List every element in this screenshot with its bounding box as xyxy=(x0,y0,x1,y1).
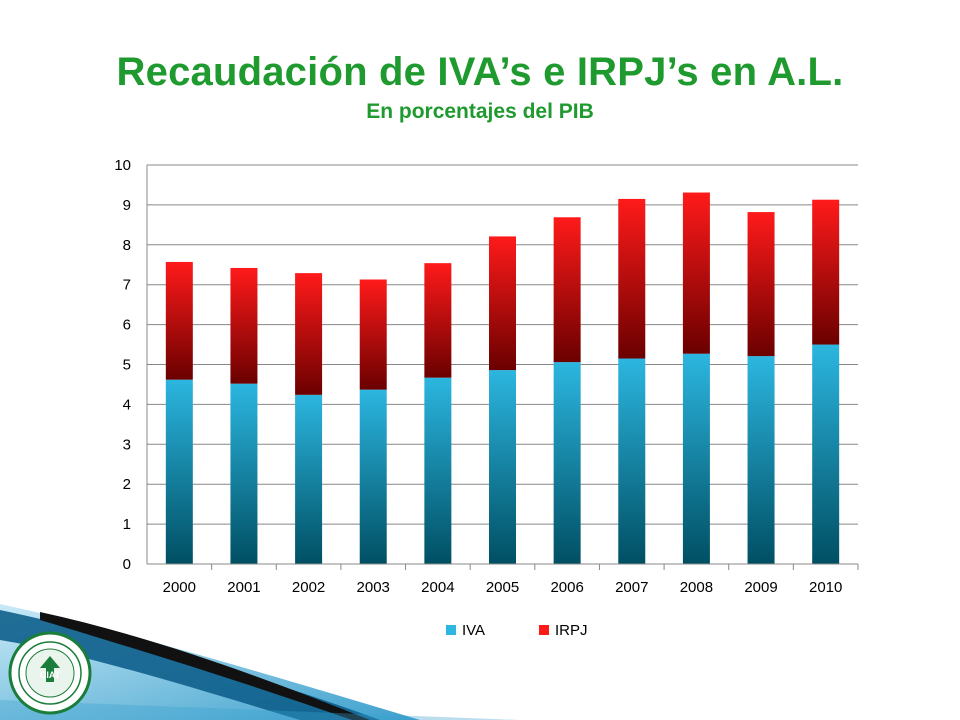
legend-label-irpj: IRPJ xyxy=(555,622,588,639)
x-tick-label-2008: 2008 xyxy=(680,579,713,596)
bar-irpj-2008 xyxy=(682,192,710,354)
chart-subtitle: En porcentajes del PIB xyxy=(366,100,594,123)
bar-irpj-2004 xyxy=(424,263,452,378)
bar-irpj-2010 xyxy=(812,199,840,345)
y-tick-label-5: 5 xyxy=(123,357,131,374)
bar-irpj-2006 xyxy=(553,217,581,363)
y-tick-label-1: 1 xyxy=(123,516,131,533)
y-tick-label-10: 10 xyxy=(114,157,131,174)
title-block: Recaudación de IVA’s e IRPJ’s en A.L. En… xyxy=(0,48,960,126)
x-tick-label-2003: 2003 xyxy=(357,579,390,596)
bar-irpj-2005 xyxy=(489,236,516,371)
x-tick-label-2000: 2000 xyxy=(163,579,196,596)
y-tick-label-6: 6 xyxy=(123,317,131,334)
x-tick-label-2009: 2009 xyxy=(744,579,777,596)
bar-irpj-2003 xyxy=(359,279,387,390)
y-tick-label-0: 0 xyxy=(123,556,131,573)
x-tick-label-2010: 2010 xyxy=(809,579,842,596)
bar-iva-2004 xyxy=(424,377,452,564)
x-tick-label-2004: 2004 xyxy=(421,579,454,596)
legend-swatch-iva xyxy=(446,625,456,635)
bar-irpj-2000 xyxy=(165,261,193,380)
chart-title: Recaudación de IVA’s e IRPJ’s en A.L. xyxy=(116,50,844,94)
bar-irpj-2007 xyxy=(618,198,646,359)
bar-iva-2007 xyxy=(618,358,646,564)
x-tick-label-2005: 2005 xyxy=(486,579,519,596)
x-tick-label-2006: 2006 xyxy=(550,579,583,596)
y-tick-label-3: 3 xyxy=(123,436,131,453)
bar-iva-2010 xyxy=(812,344,840,564)
axes: 0 1 2 3 4 5 6 7 8 9 10 2000 2001 2002 2003 2004 2005 2006… xyxy=(114,157,859,596)
bar-iva-2009 xyxy=(747,356,775,564)
x-tick-label-2007: 2007 xyxy=(615,579,648,596)
bar-iva-2000 xyxy=(165,379,193,564)
bar-irpj-2009 xyxy=(747,212,775,357)
y-tick-label-4: 4 xyxy=(123,396,131,413)
y-tick-label-2: 2 xyxy=(123,476,131,493)
x-tick-label-2002: 2002 xyxy=(292,579,325,596)
bar-iva-2001 xyxy=(230,383,258,564)
bar-iva-2005 xyxy=(489,370,516,564)
legend-label-iva: IVA xyxy=(462,622,485,639)
x-tick-label-2001: 2001 xyxy=(227,579,260,596)
bar-iva-2002 xyxy=(295,394,323,564)
bar-irpj-2001 xyxy=(230,267,258,384)
legend-swatch-irpj xyxy=(539,625,549,635)
bar-iva-2003 xyxy=(359,389,387,564)
y-tick-label-7: 7 xyxy=(123,277,131,294)
legend: IVA IRPJ xyxy=(446,622,588,639)
bar-iva-2008 xyxy=(682,353,710,564)
bar-irpj-2002 xyxy=(295,273,323,395)
y-tick-label-8: 8 xyxy=(123,237,131,254)
y-tick-label-9: 9 xyxy=(123,197,131,214)
bar-iva-2006 xyxy=(553,362,581,564)
bars xyxy=(165,192,840,564)
logo-text: CIAT xyxy=(40,670,61,680)
